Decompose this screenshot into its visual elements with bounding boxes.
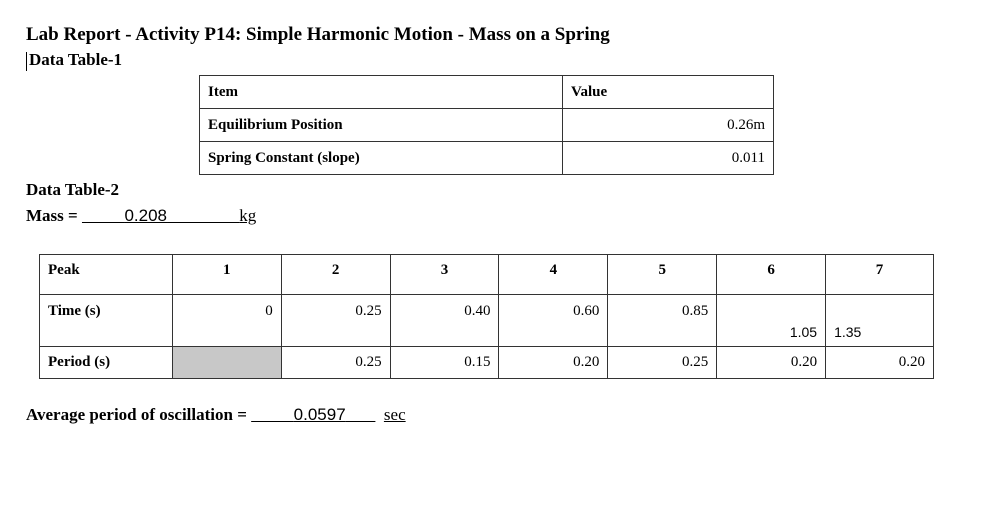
- value-cell: 0.26m: [562, 108, 774, 142]
- peak-cell: 7: [825, 254, 934, 295]
- period-label: Period (s): [39, 346, 173, 379]
- data-table-2-heading: Data Table-2: [26, 180, 120, 199]
- peak-row: Peak 1 2 3 4 5 6 7: [39, 254, 934, 295]
- mass-unit: kg: [239, 206, 257, 225]
- time-cell: 0.40: [389, 294, 500, 347]
- table-row: Spring Constant (slope) 0.011: [199, 141, 774, 175]
- period-cell: 0.20: [716, 346, 827, 379]
- period-cell: 0.20: [825, 346, 934, 379]
- time-cell: 0: [171, 294, 282, 347]
- period-cell-shaded: [171, 346, 282, 379]
- period-cell: 0.20: [498, 346, 609, 379]
- average-value: 0.0597: [293, 405, 346, 424]
- time-cell: 0.85: [607, 294, 718, 347]
- period-cell: 0.15: [389, 346, 500, 379]
- peak-cell: 6: [716, 254, 827, 295]
- peak-cell: 5: [607, 254, 718, 295]
- mass-label: Mass =: [26, 206, 82, 225]
- peak-cell: 3: [389, 254, 500, 295]
- table-row: Equilibrium Position 0.26m: [199, 108, 774, 142]
- average-unit: sec: [383, 405, 406, 424]
- item-cell: Spring Constant (slope): [199, 141, 563, 175]
- time-cell: 1.05: [716, 294, 827, 347]
- value-column-header: Value: [562, 75, 774, 109]
- data-table-2: Peak 1 2 3 4 5 6 7 Time (s) 0 0.25 0.40 …: [39, 254, 934, 379]
- time-cell: 0.60: [498, 294, 609, 347]
- mass-line: Mass = 0.208 kg: [26, 206, 256, 226]
- report-title: Lab Report - Activity P14: Simple Harmon…: [26, 24, 610, 45]
- time-row: Time (s) 0 0.25 0.40 0.60 0.85 1.05 1.35: [39, 294, 934, 347]
- peak-label: Peak: [39, 254, 173, 295]
- time-cell: 1.35: [825, 294, 934, 347]
- item-cell: Equilibrium Position: [199, 108, 563, 142]
- period-cell: 0.25: [280, 346, 391, 379]
- period-cell: 0.25: [607, 346, 718, 379]
- value-cell: 0.011: [562, 141, 774, 175]
- item-column-header: Item: [199, 75, 563, 109]
- data-table-1-heading: Data Table-1: [29, 50, 123, 69]
- time-cell: 0.25: [280, 294, 391, 347]
- table-header-row: Item Value: [199, 75, 774, 109]
- period-row: Period (s) 0.25 0.15 0.20 0.25 0.20 0.20: [39, 346, 934, 379]
- peak-cell: 2: [280, 254, 391, 295]
- average-label: Average period of oscillation =: [26, 405, 252, 424]
- data-table-1: Item Value Equilibrium Position 0.26m Sp…: [199, 75, 774, 175]
- peak-cell: 4: [498, 254, 609, 295]
- mass-value: 0.208: [124, 206, 168, 225]
- average-period-line: Average period of oscillation = 0.0597 s…: [26, 405, 406, 425]
- text-cursor: [26, 52, 27, 71]
- peak-cell: 1: [171, 254, 282, 295]
- time-label: Time (s): [39, 294, 173, 347]
